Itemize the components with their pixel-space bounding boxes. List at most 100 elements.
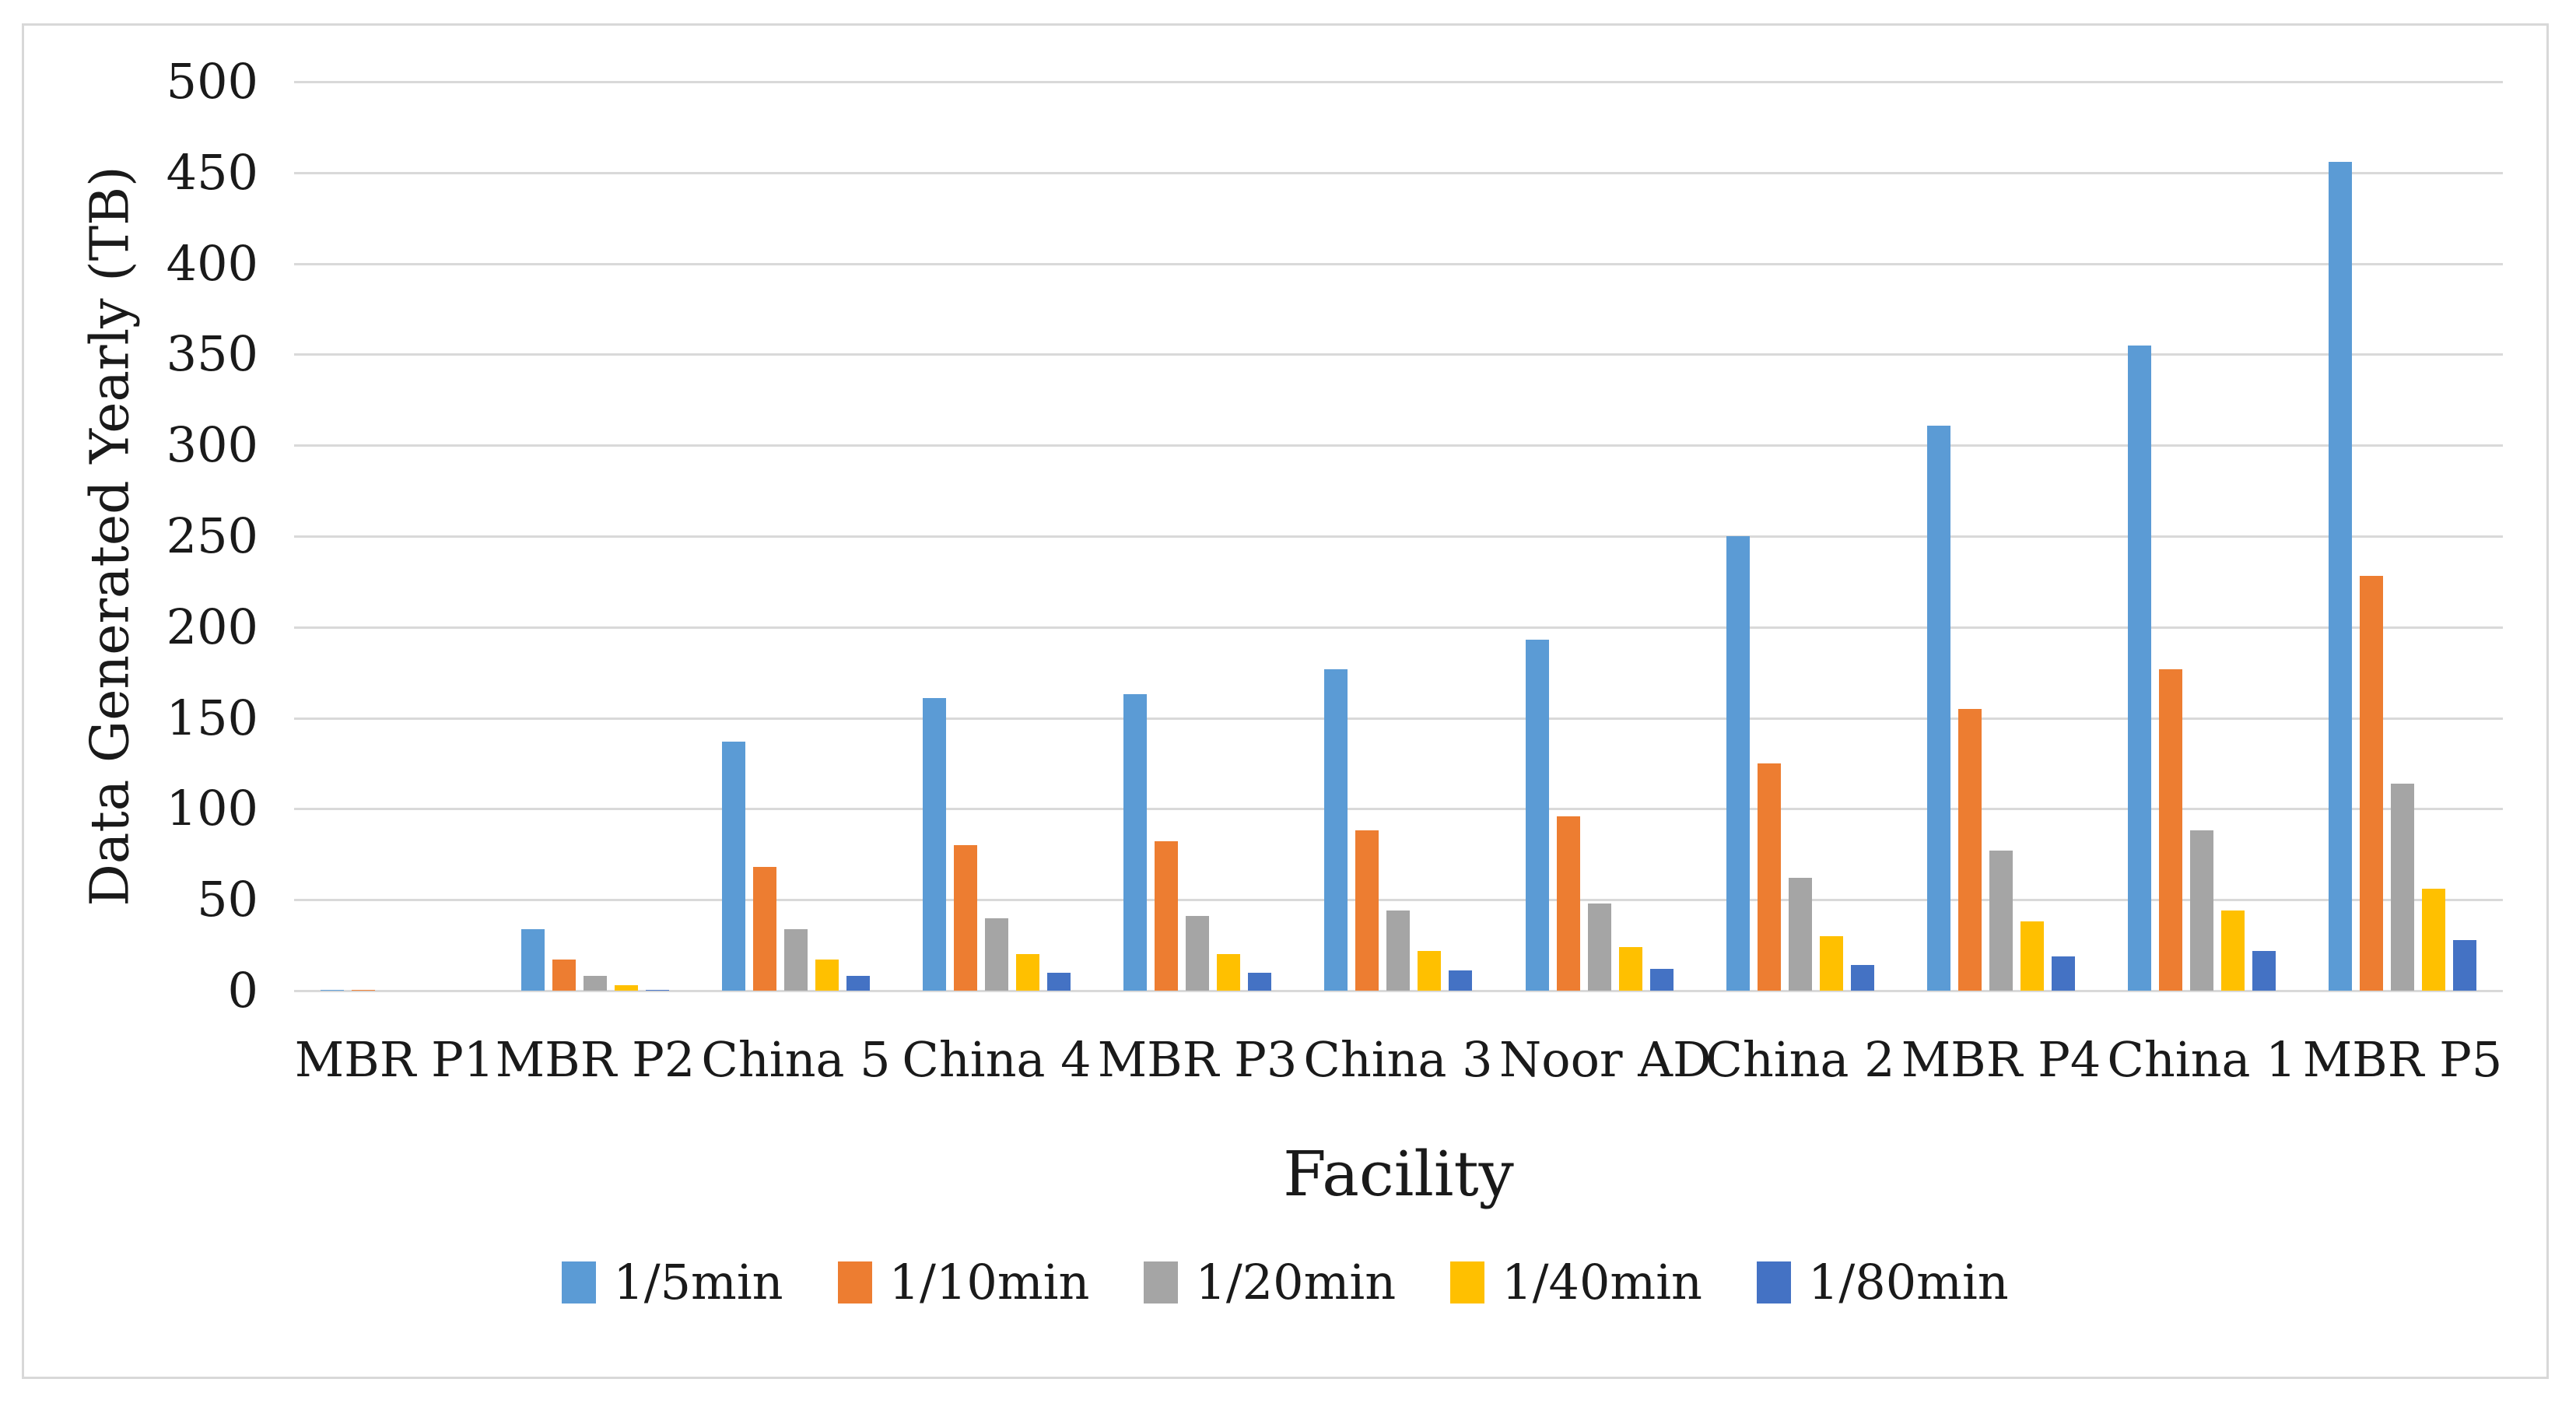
gridline-150 [294, 718, 2503, 720]
x-category-label-MBR P3: MBR P3 [1097, 1031, 1298, 1088]
bar-1/40min-Noor AD [1619, 947, 1642, 991]
x-axis-title: Facility [1283, 1138, 1514, 1210]
gridline-300 [294, 444, 2503, 447]
bar-1/20min-China 3 [1386, 911, 1410, 991]
gridline-0 [294, 990, 2503, 992]
legend-label: 1/20min [1195, 1254, 1397, 1311]
bar-1/10min-Noor AD [1557, 816, 1580, 991]
x-category-label-China 3: China 3 [1303, 1031, 1493, 1088]
bar-1/40min-MBR P4 [2020, 921, 2044, 991]
bar-1/20min-China 5 [784, 929, 808, 991]
bar-1/80min-China 5 [846, 976, 870, 991]
bar-1/10min-MBR P3 [1155, 841, 1178, 991]
x-category-label-China 1: China 1 [2107, 1031, 2297, 1088]
bar-1/5min-China 5 [722, 742, 745, 991]
bar-1/5min-MBR P3 [1123, 694, 1147, 991]
bar-1/10min-MBR P2 [552, 960, 576, 991]
bar-1/40min-China 3 [1418, 951, 1441, 991]
bar-1/80min-MBR P2 [646, 990, 669, 991]
gridline-250 [294, 535, 2503, 538]
gridline-350 [294, 353, 2503, 356]
legend-label: 1/5min [613, 1254, 783, 1311]
legend-label: 1/40min [1502, 1254, 1702, 1311]
bar-1/80min-Noor AD [1650, 969, 1674, 991]
bar-1/80min-China 4 [1047, 973, 1071, 991]
bar-1/5min-MBR P2 [521, 929, 545, 991]
gridline-500 [294, 81, 2503, 83]
bar-1/80min-MBR P4 [2052, 956, 2075, 991]
bar-1/5min-MBR P4 [1927, 426, 1950, 991]
bar-1/10min-MBR P4 [1958, 709, 1982, 991]
y-tick-label: 50 [197, 871, 258, 928]
legend-item-1/80min: 1/80min [1756, 1251, 2009, 1314]
y-tick-label: 450 [166, 144, 258, 201]
bar-1/10min-China 2 [1758, 763, 1781, 991]
bar-1/5min-MBR P1 [321, 990, 344, 991]
bar-1/20min-MBR P5 [2391, 784, 2414, 991]
legend-marker-icon [1450, 1261, 1485, 1303]
legend-marker-icon [1756, 1261, 1791, 1303]
bar-1/40min-MBR P3 [1217, 954, 1240, 991]
bar-1/20min-MBR P3 [1186, 916, 1209, 991]
bar-1/10min-China 1 [2159, 669, 2182, 991]
y-tick-label: 250 [166, 507, 258, 564]
bar-1/80min-China 2 [1851, 965, 1874, 991]
legend-item-1/40min: 1/40min [1450, 1251, 1702, 1314]
bar-1/10min-MBR P5 [2360, 576, 2383, 991]
gridline-400 [294, 263, 2503, 265]
legend-label: 1/80min [1807, 1254, 2009, 1311]
x-category-label-MBR P1: MBR P1 [294, 1031, 495, 1088]
bar-1/20min-China 4 [985, 918, 1008, 991]
y-tick-label: 0 [227, 962, 258, 1019]
bar-1/20min-China 2 [1789, 878, 1812, 991]
y-tick-label: 200 [166, 598, 258, 655]
y-tick-label: 150 [166, 689, 258, 746]
plot-area [294, 81, 2503, 992]
legend-marker-icon [562, 1261, 597, 1303]
bar-1/40min-China 4 [1016, 954, 1039, 991]
x-category-label-China 5: China 5 [701, 1031, 891, 1088]
gridline-200 [294, 626, 2503, 629]
bar-1/10min-MBR P1 [352, 990, 375, 991]
bar-1/10min-China 4 [954, 845, 977, 991]
bar-1/40min-MBR P5 [2422, 889, 2445, 991]
bar-1/10min-China 5 [753, 867, 776, 991]
bar-1/40min-China 1 [2221, 911, 2245, 991]
bar-1/40min-China 5 [815, 960, 839, 991]
bar-1/5min-China 1 [2128, 346, 2151, 991]
bar-1/40min-MBR P2 [615, 985, 638, 991]
gridline-100 [294, 808, 2503, 810]
bar-1/80min-MBR P5 [2453, 940, 2476, 991]
x-category-label-MBR P2: MBR P2 [495, 1031, 696, 1088]
bar-1/40min-China 2 [1820, 936, 1843, 991]
legend-marker-icon [837, 1261, 872, 1303]
bar-1/5min-Noor AD [1526, 640, 1549, 991]
y-tick-label: 100 [166, 780, 258, 837]
legend-item-1/5min: 1/5min [562, 1251, 783, 1314]
bar-1/5min-MBR P5 [2329, 162, 2352, 991]
bar-1/20min-MBR P4 [1989, 851, 2013, 991]
bar-1/20min-MBR P2 [584, 976, 607, 991]
bar-1/20min-Noor AD [1588, 903, 1611, 991]
x-category-label-China 2: China 2 [1705, 1031, 1895, 1088]
y-tick-label: 500 [166, 53, 258, 110]
x-category-label-MBR P5: MBR P5 [2302, 1031, 2503, 1088]
gridline-50 [294, 899, 2503, 901]
bar-1/80min-China 3 [1449, 970, 1472, 991]
x-category-label-Noor AD: Noor AD [1499, 1031, 1712, 1088]
chart-border-frame [22, 23, 2549, 1379]
x-category-label-China 4: China 4 [902, 1031, 1092, 1088]
legend-marker-icon [1144, 1261, 1179, 1303]
legend-item-1/20min: 1/20min [1144, 1251, 1396, 1314]
y-tick-label: 350 [166, 325, 258, 382]
bar-1/80min-MBR P3 [1248, 973, 1271, 991]
gridline-450 [294, 172, 2503, 174]
bar-1/5min-China 4 [923, 698, 946, 991]
y-tick-label: 300 [166, 416, 258, 473]
y-tick-label: 400 [166, 235, 258, 292]
legend-item-1/10min: 1/10min [837, 1251, 1089, 1314]
bar-1/10min-China 3 [1355, 830, 1379, 991]
x-category-label-MBR P4: MBR P4 [1901, 1031, 2101, 1088]
bar-1/5min-China 2 [1726, 536, 1750, 991]
bar-1/20min-China 1 [2190, 830, 2213, 991]
